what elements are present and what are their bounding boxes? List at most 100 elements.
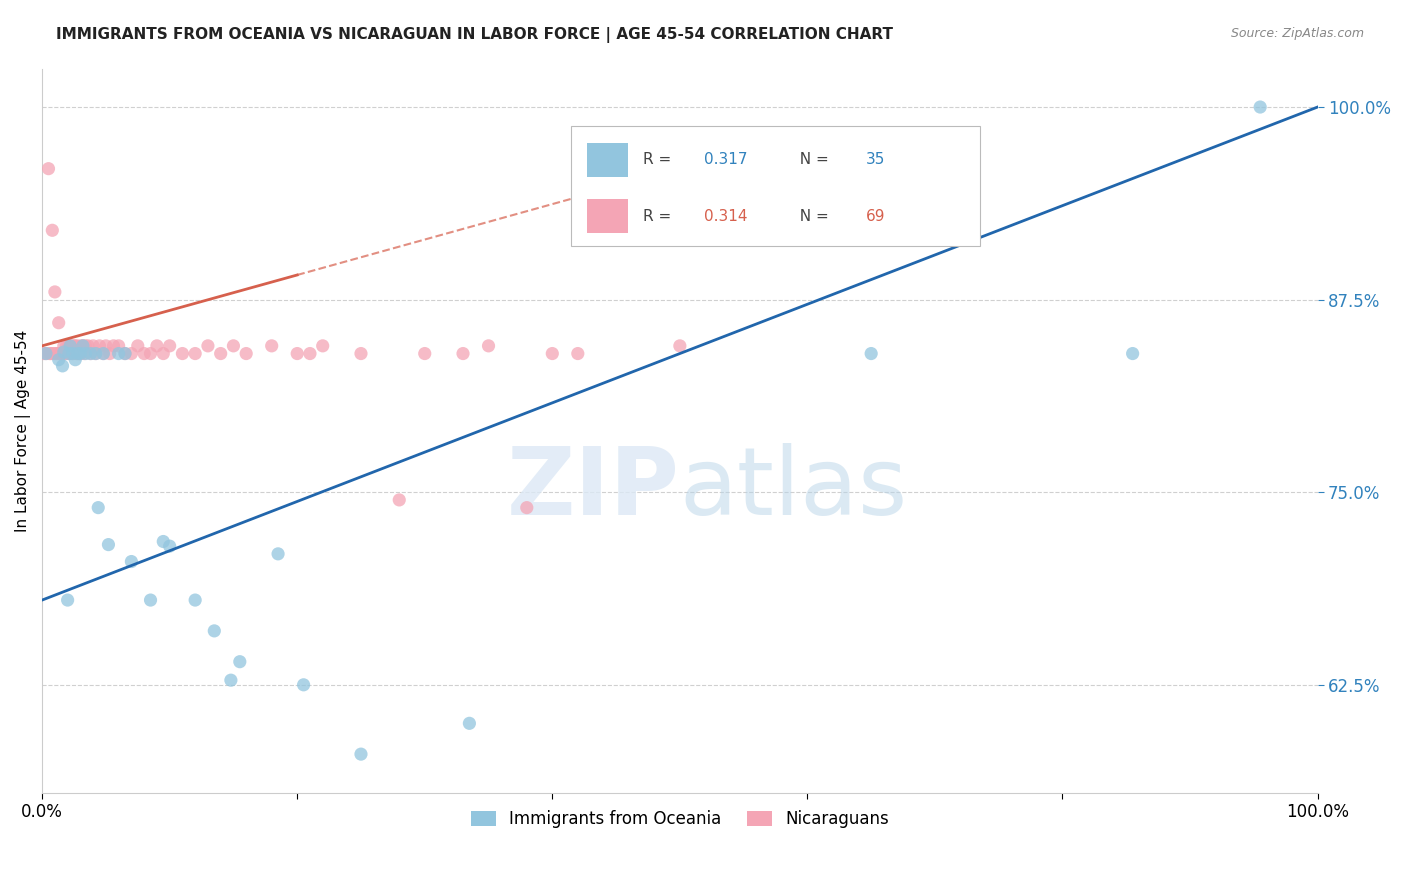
Point xyxy=(413,346,436,360)
Point xyxy=(70,339,93,353)
Point xyxy=(77,339,100,353)
Point xyxy=(56,593,79,607)
Point xyxy=(60,339,83,353)
Point xyxy=(65,352,87,367)
Point xyxy=(229,655,252,669)
Point xyxy=(79,346,101,360)
Point xyxy=(107,346,129,360)
Point xyxy=(62,346,84,360)
Point xyxy=(45,346,67,360)
Point xyxy=(350,346,373,360)
Point xyxy=(172,346,194,360)
Point xyxy=(66,346,89,360)
Point xyxy=(89,339,111,353)
Point xyxy=(1122,346,1144,360)
Point xyxy=(120,346,142,360)
Point xyxy=(75,346,97,360)
Point xyxy=(146,339,169,353)
Point xyxy=(350,747,373,761)
Point xyxy=(541,346,564,360)
Point xyxy=(75,339,97,353)
Point xyxy=(79,346,101,360)
Point xyxy=(120,555,142,569)
Point xyxy=(55,339,77,353)
Text: 69: 69 xyxy=(866,209,886,224)
Point xyxy=(209,346,232,360)
Point xyxy=(69,346,91,360)
Point xyxy=(59,339,82,353)
Text: N =: N = xyxy=(790,209,834,224)
Point xyxy=(860,346,883,360)
Point xyxy=(451,346,474,360)
Point xyxy=(107,339,129,353)
Text: R =: R = xyxy=(643,153,676,168)
Point xyxy=(82,339,104,353)
Y-axis label: In Labor Force | Age 45-54: In Labor Force | Age 45-54 xyxy=(15,329,31,532)
Text: ZIP: ZIP xyxy=(508,442,681,534)
Point xyxy=(48,352,70,367)
Point xyxy=(139,346,162,360)
Point xyxy=(48,316,70,330)
Point xyxy=(222,339,245,353)
Point xyxy=(62,346,84,360)
Point xyxy=(41,223,63,237)
Point xyxy=(152,346,174,360)
Legend: Immigrants from Oceania, Nicaraguans: Immigrants from Oceania, Nicaraguans xyxy=(464,804,896,835)
Point xyxy=(152,534,174,549)
Point xyxy=(63,339,86,353)
Point xyxy=(1249,100,1271,114)
Text: N =: N = xyxy=(790,153,834,168)
Text: 35: 35 xyxy=(866,153,886,168)
Point xyxy=(567,346,589,360)
Text: 0.317: 0.317 xyxy=(704,153,748,168)
Point xyxy=(388,492,411,507)
Point xyxy=(66,339,89,353)
Point xyxy=(69,346,91,360)
Point xyxy=(97,538,120,552)
Point xyxy=(84,346,107,360)
Point xyxy=(84,346,107,360)
Bar xyxy=(586,199,627,234)
Point xyxy=(298,346,321,360)
Point xyxy=(56,346,79,360)
Point xyxy=(37,161,59,176)
Point xyxy=(458,716,481,731)
Point xyxy=(267,547,290,561)
Point xyxy=(72,339,94,353)
Point xyxy=(139,593,162,607)
Point xyxy=(285,346,308,360)
Text: R =: R = xyxy=(643,209,676,224)
Point xyxy=(219,673,242,688)
Point xyxy=(114,346,136,360)
Point xyxy=(159,539,181,553)
Point xyxy=(52,339,75,353)
Point xyxy=(73,346,96,360)
Point xyxy=(184,593,207,607)
Point xyxy=(202,624,225,638)
Point xyxy=(35,346,58,360)
Text: Source: ZipAtlas.com: Source: ZipAtlas.com xyxy=(1230,27,1364,40)
Point xyxy=(235,346,257,360)
Point xyxy=(39,346,62,360)
Point xyxy=(159,339,181,353)
Point xyxy=(42,346,65,360)
Point xyxy=(103,339,125,353)
Point xyxy=(516,500,538,515)
Point xyxy=(51,346,73,360)
Point xyxy=(477,339,499,353)
Point xyxy=(35,346,58,360)
Text: atlas: atlas xyxy=(681,442,908,534)
Point xyxy=(51,359,73,373)
Bar xyxy=(586,143,627,178)
Text: 0.314: 0.314 xyxy=(704,209,748,224)
Point xyxy=(127,339,149,353)
Point xyxy=(65,339,87,353)
Point xyxy=(91,346,114,360)
Point xyxy=(67,346,90,360)
Point xyxy=(59,346,82,360)
Point xyxy=(65,346,87,360)
Point xyxy=(38,346,60,360)
Point xyxy=(52,345,75,359)
Point xyxy=(292,678,315,692)
Point xyxy=(184,346,207,360)
